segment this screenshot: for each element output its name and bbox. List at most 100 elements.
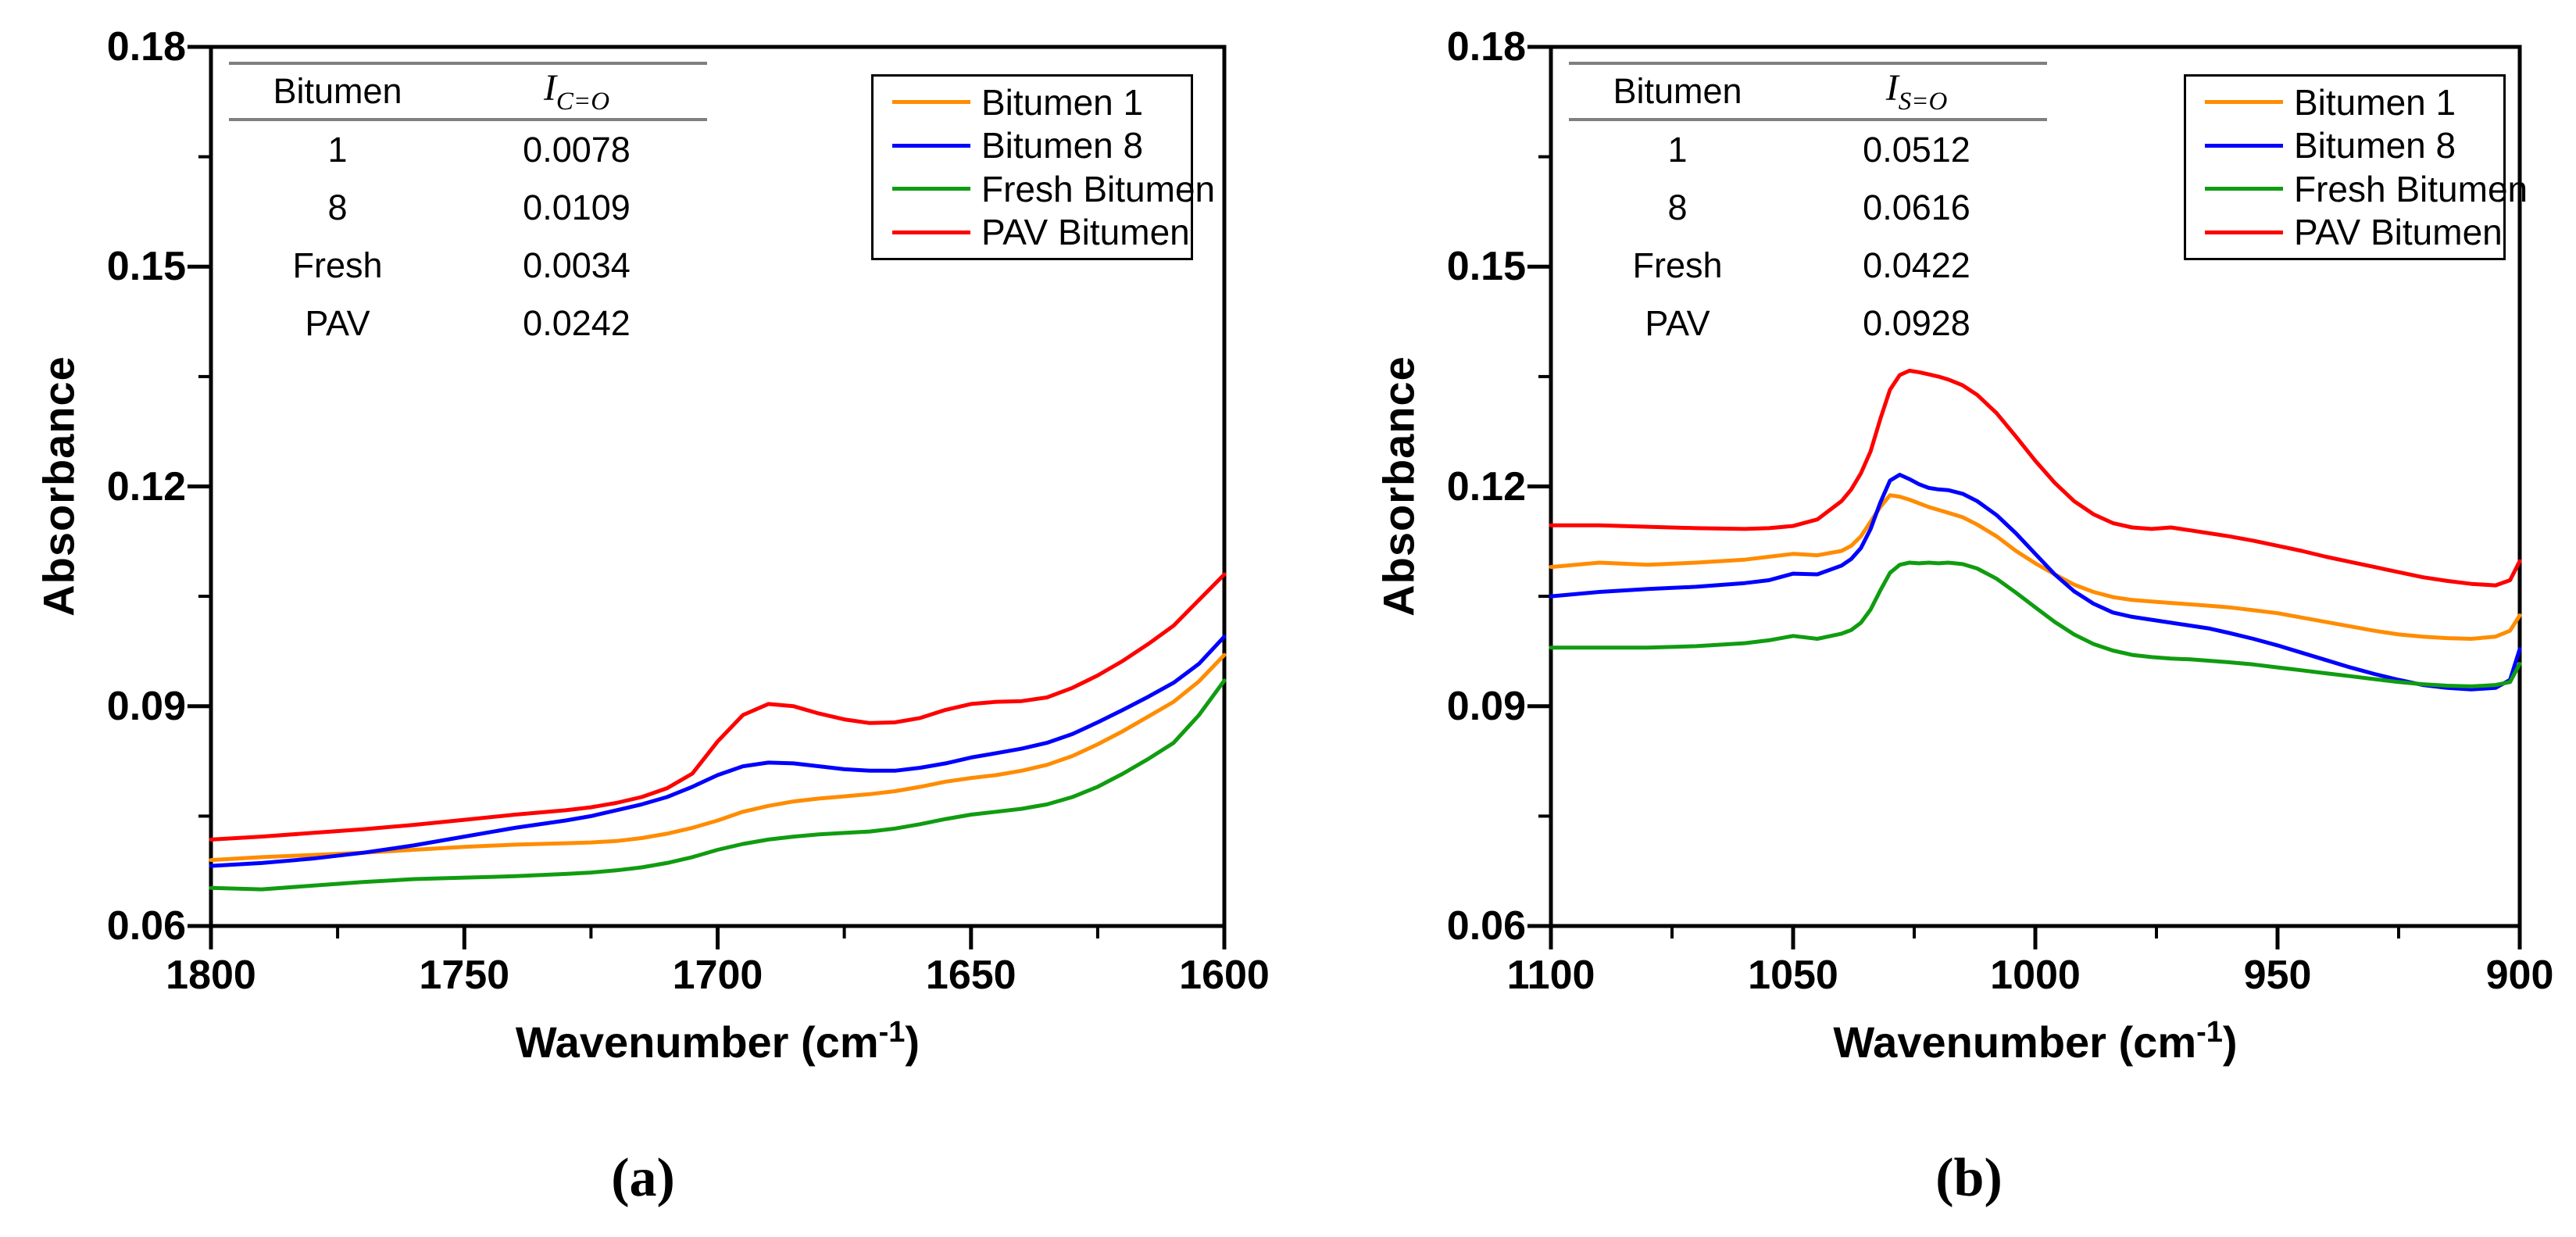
y-tick-label: 0.12 <box>106 463 186 509</box>
y-tick-label: 0.09 <box>106 683 186 729</box>
y-tick-label: 0.18 <box>1446 24 1526 70</box>
series-pav-bitumen <box>209 572 1227 842</box>
panel-b: Absorbance Bitumen IS=O 1 0.0512 8 0.0616 Fr… <box>1340 0 2576 1237</box>
panel-caption: (a) <box>611 1148 675 1208</box>
legend-label: Bitumen 1 <box>981 81 1144 123</box>
y-tick-label: 0.15 <box>1446 244 1526 290</box>
table-header-bitumen: Bitumen <box>1613 71 1742 111</box>
legend-item: Fresh Bitumen <box>2186 168 2528 210</box>
legend-item: Bitumen 8 <box>874 124 1191 166</box>
series-pav-bitumen <box>1549 368 2522 588</box>
legend-item: Bitumen 8 <box>2186 124 2503 166</box>
legend-line-swatch <box>892 100 970 105</box>
table-header-index: IS=O <box>1885 67 1948 116</box>
x-tick-label: 900 <box>2485 953 2554 998</box>
table-cell-index-value: 0.0616 <box>1863 188 1970 227</box>
table-row: Fresh 0.0034 <box>229 237 707 295</box>
spectra-plot-b <box>1527 45 2522 949</box>
legend-line-swatch <box>2205 230 2283 234</box>
table-row: 1 0.0078 <box>229 121 707 179</box>
x-axis-title: Wavenumber (cm-1) <box>515 1016 920 1067</box>
table-cell-sample: PAV <box>305 303 370 343</box>
table-top-rule <box>1569 62 2047 65</box>
table-cell-sample: 1 <box>327 130 348 170</box>
series-bitumen-8 <box>209 635 1227 868</box>
x-tick-label: 950 <box>2243 953 2312 998</box>
series-fresh-bitumen <box>209 678 1227 892</box>
series-fresh-bitumen <box>1549 560 2522 688</box>
x-tick-label: 1050 <box>1748 953 1838 998</box>
legend-line-swatch <box>892 187 970 191</box>
table-cell-index-value: 0.0034 <box>523 245 631 285</box>
legend-item: PAV Bitumen <box>2186 211 2503 253</box>
legend-label: Fresh Bitumen <box>981 168 1216 209</box>
table-cell-sample: 8 <box>1667 188 1688 227</box>
series-bitumen-1 <box>209 652 1227 863</box>
table-header-row: Bitumen IS=O <box>1569 65 2047 118</box>
legend-label: PAV Bitumen <box>2294 212 2503 253</box>
series-bitumen-1 <box>1549 493 2522 641</box>
index-table: Bitumen IC=O 1 0.0078 8 0.0109 Fresh 0.0034 PA… <box>229 62 707 352</box>
x-tick-label: 1800 <box>166 953 256 998</box>
table-row: 1 0.0512 <box>1569 121 2047 179</box>
y-tick-label: 0.12 <box>1446 463 1526 509</box>
table-header-row: Bitumen IC=O <box>229 65 707 118</box>
legend-item: Bitumen 1 <box>874 81 1191 123</box>
x-tick-label: 1650 <box>925 953 1016 998</box>
table-row: PAV 0.0928 <box>1569 295 2047 352</box>
legend-label: Bitumen 8 <box>2294 125 2456 166</box>
table-cell-sample: 1 <box>1667 130 1688 170</box>
panel-caption: (b) <box>1935 1148 2003 1208</box>
table-cell-index-value: 0.0109 <box>523 188 631 227</box>
y-tick-label: 0.09 <box>1446 683 1526 729</box>
table-cell-index-value: 0.0928 <box>1863 303 1970 343</box>
table-header-rule <box>1569 118 2047 121</box>
y-tick-label: 0.18 <box>106 24 186 70</box>
table-row: 8 0.0109 <box>229 179 707 237</box>
x-tick-label: 1700 <box>672 953 763 998</box>
legend-line-swatch <box>892 230 970 234</box>
series-bitumen-8 <box>1549 473 2522 692</box>
y-tick-label: 0.06 <box>106 903 186 949</box>
table-row: PAV 0.0242 <box>229 295 707 352</box>
legend-item: Bitumen 1 <box>2186 81 2503 123</box>
legend-item: Fresh Bitumen <box>874 168 1215 210</box>
x-tick-label: 1600 <box>1179 953 1270 998</box>
legend-label: Bitumen 8 <box>981 125 1144 166</box>
panel-a: Absorbance Bitumen IC=O 1 0.0078 8 0.0109 Fr… <box>0 0 1274 1237</box>
table-cell-index-value: 0.0078 <box>523 130 631 170</box>
spectra-plot-a <box>188 45 1227 949</box>
table-cell-sample: Fresh <box>292 245 383 285</box>
legend-line-swatch <box>2205 100 2283 105</box>
table-cell-index-value: 0.0242 <box>523 303 631 343</box>
legend-line-swatch <box>2205 143 2283 148</box>
x-tick-label: 1100 <box>1506 953 1595 998</box>
table-header-bitumen: Bitumen <box>273 71 402 111</box>
legend-label: Bitumen 1 <box>2294 81 2456 123</box>
y-tick-label: 0.15 <box>106 244 186 290</box>
legend-label: PAV Bitumen <box>981 212 1190 253</box>
table-header-index: IC=O <box>543 67 610 116</box>
table-header-rule <box>229 118 707 121</box>
table-row: 8 0.0616 <box>1569 179 2047 237</box>
x-axis-title: Wavenumber (cm-1) <box>1833 1016 2238 1067</box>
table-cell-index-value: 0.0422 <box>1863 245 1970 285</box>
legend-item: PAV Bitumen <box>874 211 1191 253</box>
table-cell-sample: 8 <box>327 188 348 227</box>
table-row: Fresh 0.0422 <box>1569 237 2047 295</box>
legend-box: Bitumen 1 Bitumen 8 Fresh Bitumen PAV Bitum… <box>871 74 1215 260</box>
index-table: Bitumen IS=O 1 0.0512 8 0.0616 Fresh 0.0422 PA… <box>1569 62 2047 352</box>
table-body: 1 0.0512 8 0.0616 Fresh 0.0422 PAV 0.0928 <box>1569 121 2047 352</box>
legend-label: Fresh Bitumen <box>2294 168 2528 209</box>
x-tick-label: 1750 <box>419 953 510 998</box>
table-cell-index-value: 0.0512 <box>1863 130 1970 170</box>
table-cell-sample: PAV <box>1645 303 1710 343</box>
table-body: 1 0.0078 8 0.0109 Fresh 0.0034 PAV 0.0242 <box>229 121 707 352</box>
table-top-rule <box>229 62 707 65</box>
legend-box: Bitumen 1 Bitumen 8 Fresh Bitumen PAV Bitum… <box>2184 74 2528 260</box>
x-tick-label: 1000 <box>1990 953 2081 998</box>
y-tick-label: 0.06 <box>1446 903 1526 949</box>
table-cell-sample: Fresh <box>1632 245 1723 285</box>
legend-line-swatch <box>2205 187 2283 191</box>
